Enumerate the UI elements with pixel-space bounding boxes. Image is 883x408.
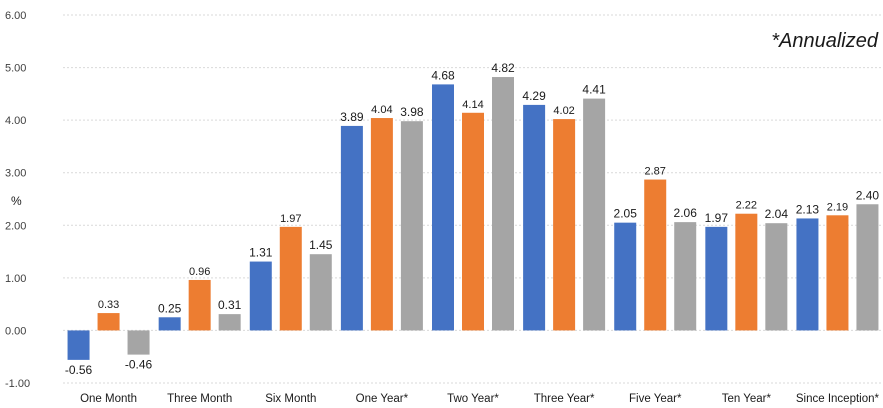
bar <box>462 113 484 331</box>
data-label: 0.33 <box>98 299 119 311</box>
data-label: 4.29 <box>522 89 546 103</box>
bar <box>189 280 211 330</box>
category-label: Five Year* <box>629 393 682 405</box>
bar <box>856 204 878 330</box>
bar <box>826 215 848 330</box>
bar <box>583 99 605 331</box>
data-label: 2.06 <box>674 206 698 220</box>
category-label: Three Year* <box>534 393 595 405</box>
category-label: One Month <box>80 393 137 405</box>
y-tick-label: 0.00 <box>5 325 26 337</box>
category-label: Two Year* <box>447 393 499 405</box>
y-tick-label: 6.00 <box>5 10 26 22</box>
y-tick-label: 2.00 <box>5 220 26 232</box>
data-label: 2.05 <box>614 207 638 221</box>
data-label: 2.13 <box>796 202 820 216</box>
category-label: Six Month <box>265 393 316 405</box>
bar <box>796 218 818 330</box>
data-label: 2.22 <box>736 200 757 212</box>
data-label: 1.97 <box>705 211 729 225</box>
data-label: 2.04 <box>765 207 789 221</box>
category-label: Since Inception* <box>796 393 880 405</box>
data-label: 4.14 <box>462 99 483 111</box>
bar <box>128 330 150 354</box>
category-labels: One Month Three Month Six Month One Year* Tw… <box>80 393 879 405</box>
bar <box>341 126 363 331</box>
annualized-note: *Annualized <box>771 30 879 52</box>
bar <box>310 254 332 330</box>
data-label: 0.31 <box>218 298 242 312</box>
bar <box>705 227 727 331</box>
data-label: -0.56 <box>65 363 93 377</box>
data-label: 2.40 <box>856 188 880 202</box>
bar <box>674 222 696 330</box>
data-label: 3.89 <box>340 110 364 124</box>
data-label: 4.41 <box>582 83 606 97</box>
data-label: 0.96 <box>189 266 210 278</box>
category-label: Ten Year* <box>722 393 772 405</box>
y-tick-label: 5.00 <box>5 63 26 75</box>
bar <box>401 121 423 330</box>
data-label: 2.19 <box>827 201 848 213</box>
data-label: 1.31 <box>249 246 273 260</box>
bar <box>735 214 757 331</box>
bar <box>98 313 120 330</box>
bar <box>371 118 393 330</box>
bar <box>765 223 787 330</box>
y-tick-label: 1.00 <box>5 273 26 285</box>
y-tick-label: 4.00 <box>5 115 26 127</box>
data-label: 1.97 <box>280 213 301 225</box>
category-label: Three Month <box>167 393 232 405</box>
y-tick-label: -1.00 <box>5 378 30 390</box>
data-label: 1.45 <box>309 238 333 252</box>
data-label: 4.02 <box>553 105 574 117</box>
data-label: 4.04 <box>371 104 392 116</box>
y-axis-label: % <box>11 194 22 208</box>
bar <box>219 314 241 330</box>
data-label: 0.25 <box>158 301 182 315</box>
bar <box>553 119 575 330</box>
category-label: One Year* <box>356 393 409 405</box>
bar <box>644 180 666 331</box>
y-tick-label: 3.00 <box>5 168 26 180</box>
data-label: 4.82 <box>491 61 515 75</box>
bar <box>159 317 181 330</box>
bars <box>68 77 879 360</box>
bar <box>250 262 272 331</box>
data-label: 2.87 <box>645 166 666 178</box>
data-label: -0.46 <box>125 358 153 372</box>
bar <box>492 77 514 330</box>
bar <box>68 330 90 359</box>
data-label: 3.98 <box>400 105 424 119</box>
bar <box>280 227 302 331</box>
data-label: 4.68 <box>431 68 455 82</box>
bar <box>523 105 545 331</box>
bar <box>614 223 636 331</box>
bar <box>432 84 454 330</box>
